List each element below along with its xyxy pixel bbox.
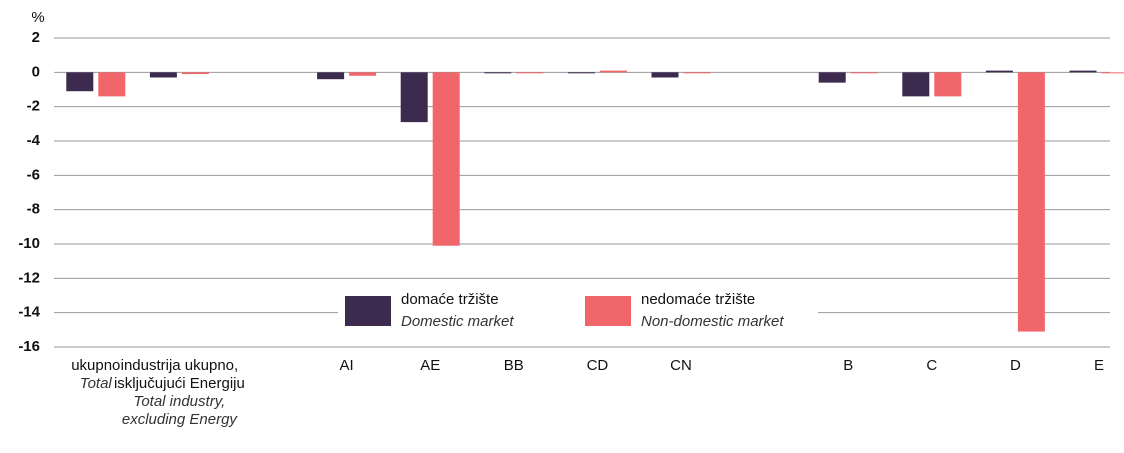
x-tick-label: C	[926, 357, 937, 374]
x-tick-label: CD	[587, 357, 609, 374]
bar	[98, 72, 125, 96]
bar	[652, 72, 679, 77]
bar	[934, 72, 961, 96]
x-tick-label: D	[1010, 357, 1021, 374]
bar	[902, 72, 929, 96]
bar	[600, 71, 627, 73]
legend-label: nedomaće tržište	[641, 291, 755, 308]
bar	[317, 72, 344, 79]
y-tick-label: -4	[27, 132, 41, 149]
x-tick-sublabel: Total	[80, 375, 113, 392]
x-tick-sublabel: Total industry,excluding Energy	[122, 393, 239, 428]
y-tick-label: -10	[18, 235, 40, 252]
legend-swatch	[585, 296, 631, 326]
y-tick-label: -6	[27, 166, 40, 183]
x-tick-label: AE	[420, 357, 440, 374]
x-tick-label-line: isključujući Energiju	[114, 375, 245, 392]
y-tick-label: -14	[18, 304, 40, 321]
bar	[986, 71, 1013, 73]
bar	[484, 72, 511, 73]
legend-swatch	[345, 296, 391, 326]
x-tick-label-line: AE	[420, 357, 440, 374]
x-tick-label-line: BB	[504, 357, 524, 374]
bar	[150, 72, 177, 77]
y-tick-label: -16	[18, 338, 40, 355]
x-tick-sublabel-line: Total industry,	[134, 393, 226, 410]
bar	[684, 72, 711, 73]
y-tick-label: 2	[32, 29, 40, 46]
bar	[182, 72, 209, 74]
x-tick-label-line: E	[1094, 357, 1104, 374]
bar	[851, 72, 878, 73]
bar	[349, 72, 376, 75]
bar	[401, 72, 428, 122]
legend-sublabel: Domestic market	[401, 313, 514, 330]
bar	[1018, 72, 1045, 331]
bar	[66, 72, 93, 91]
y-tick-label: -8	[27, 201, 40, 218]
bar	[1070, 71, 1097, 73]
x-tick-label-line: CN	[670, 357, 692, 374]
x-tick-label: ukupno	[71, 357, 120, 374]
x-tick-label-line: ukupno	[71, 357, 120, 374]
x-tick-label: B	[843, 357, 853, 374]
bar	[433, 72, 460, 245]
y-tick-label: 0	[32, 63, 40, 80]
y-axis-label: %	[31, 9, 44, 26]
y-tick-label: -12	[18, 269, 40, 286]
x-tick-sublabel-line: Total	[80, 375, 113, 392]
x-tick-label: AI	[340, 357, 354, 374]
x-tick-label: industrija ukupno,isključujući Energiju	[114, 357, 245, 392]
x-tick-label: BB	[504, 357, 524, 374]
x-tick-label: E	[1094, 357, 1104, 374]
x-tick-label-line: industrija ukupno,	[121, 357, 239, 374]
bar	[1102, 72, 1124, 73]
x-tick-label: CN	[670, 357, 692, 374]
bar	[568, 72, 595, 73]
legend-sublabel: Non-domestic market	[641, 313, 784, 330]
x-tick-label-line: D	[1010, 357, 1021, 374]
bar	[819, 72, 846, 82]
x-tick-label-line: B	[843, 357, 853, 374]
x-tick-label-line: C	[926, 357, 937, 374]
x-tick-label-line: CD	[587, 357, 609, 374]
x-tick-label-line: AI	[340, 357, 354, 374]
y-tick-label: -2	[27, 98, 40, 115]
x-tick-sublabel-line: excluding Energy	[122, 411, 239, 428]
legend-label: domaće tržište	[401, 291, 499, 308]
bar	[516, 72, 543, 73]
